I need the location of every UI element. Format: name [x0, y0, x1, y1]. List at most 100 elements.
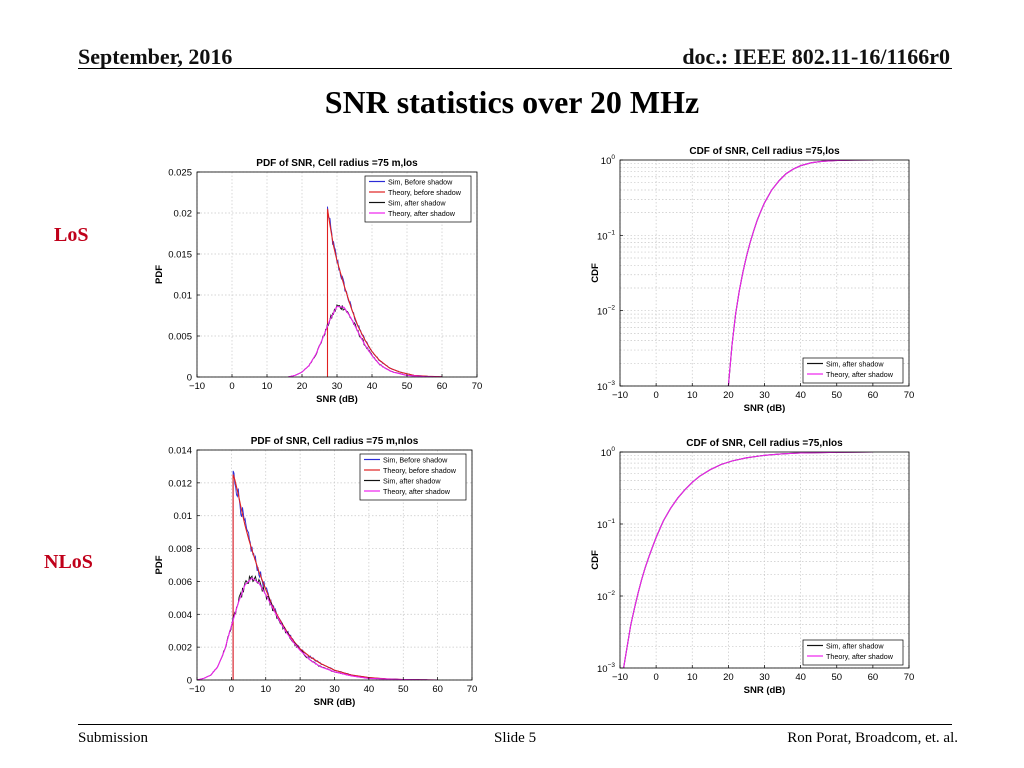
- footer-rule: [78, 724, 952, 725]
- y-tick-label: 0.014: [168, 446, 192, 457]
- legend-entry: Sim, Before shadow: [388, 178, 453, 187]
- x-tick-label: 20: [723, 672, 734, 683]
- x-tick-label: 0: [229, 684, 234, 695]
- x-tick-label: 40: [367, 381, 378, 392]
- x-tick-label: −10: [189, 684, 205, 695]
- y-tick-label: 100: [601, 154, 616, 167]
- series-group: [727, 160, 873, 386]
- grid-lines: [619, 452, 910, 669]
- x-tick-label: 70: [467, 684, 478, 695]
- x-tick-label: 20: [723, 390, 734, 401]
- x-tick-label: 20: [297, 381, 308, 392]
- y-tick-label: 0.02: [174, 209, 193, 220]
- y-tick-label: 0.01: [174, 291, 193, 302]
- y-axis-label: PDF: [154, 265, 165, 284]
- legend-box: [802, 357, 904, 384]
- x-tick-label: 60: [868, 672, 879, 683]
- y-axis-label: CDF: [590, 263, 601, 283]
- series-line-2: [623, 452, 873, 668]
- x-axis-label: SNR (dB): [314, 697, 356, 708]
- legend-entry: Sim, after shadow: [826, 642, 884, 651]
- footer-submission: Submission: [78, 730, 149, 746]
- legend-entry: Theory, before shadow: [383, 466, 457, 475]
- x-tick-label: 0: [229, 381, 234, 392]
- legend-entry: Theory, before shadow: [388, 188, 462, 197]
- header-rule: [78, 68, 952, 69]
- x-tick-label: 40: [795, 390, 806, 401]
- y-tick-label: 0.01: [174, 511, 193, 522]
- series-line-2: [232, 474, 438, 680]
- y-tick-label: 10−3: [597, 380, 615, 393]
- legend-entry: Sim, after shadow: [388, 199, 446, 208]
- y-tick-label: 0.005: [168, 332, 192, 343]
- y-tick-label: 0.012: [168, 478, 192, 489]
- series-line-2: [727, 160, 873, 386]
- legend-entry: Theory, after shadow: [826, 652, 894, 661]
- legend-entry: Sim, after shadow: [826, 360, 884, 369]
- cdf-los-chart: −10 0 10 20 30 40 50 60 70 10−3 10−2 10−1 100 CDF of …: [590, 146, 915, 414]
- x-axis-label: SNR (dB): [744, 685, 786, 696]
- footer-slide-number: Slide 5: [494, 730, 537, 746]
- x-tick-label: 40: [795, 672, 806, 683]
- legend-entry: Sim, after shadow: [383, 477, 441, 486]
- y-tick-label: 0: [187, 373, 192, 384]
- row-label-nlos: NLoS: [44, 551, 93, 573]
- x-tick-label: 70: [472, 381, 483, 392]
- x-tick-label: 10: [687, 390, 698, 401]
- x-tick-label: 0: [653, 672, 658, 683]
- x-tick-label: −10: [612, 672, 628, 683]
- x-tick-label: 10: [687, 672, 698, 683]
- legend-entry: Theory, after shadow: [383, 487, 451, 496]
- x-tick-label: 10: [260, 684, 271, 695]
- y-tick-label: 0.002: [168, 643, 192, 654]
- y-tick-label: 0: [187, 676, 192, 687]
- chart-title: CDF of SNR, Cell radius =75,nlos: [686, 438, 843, 449]
- y-tick-label: 0.025: [168, 168, 192, 179]
- x-tick-label: 50: [831, 672, 842, 683]
- series-group: [623, 452, 873, 668]
- x-tick-label: 70: [904, 672, 915, 683]
- x-tick-label: 50: [402, 381, 413, 392]
- x-axis-label: SNR (dB): [316, 394, 358, 405]
- y-tick-label: 0.008: [168, 544, 192, 555]
- chart-title: PDF of SNR, Cell radius =75 m,los: [256, 158, 418, 169]
- x-tick-label: 70: [904, 390, 915, 401]
- y-tick-label: 0.015: [168, 250, 192, 261]
- footer-author: Ron Porat, Broadcom, et. al.: [787, 730, 958, 746]
- legend-entry: Theory, after shadow: [826, 370, 894, 379]
- x-tick-label: 30: [329, 684, 340, 695]
- x-tick-label: −10: [612, 390, 628, 401]
- pdf-nlos-chart: −10 0 10 20 30 40 50 60 7000.0020.0040.0060.0080…: [154, 436, 478, 708]
- header-doc-id: doc.: IEEE 802.11-16/1166r0: [682, 44, 950, 69]
- y-tick-label: 100: [601, 446, 616, 459]
- x-tick-label: 60: [437, 381, 448, 392]
- x-axis-label: SNR (dB): [744, 403, 786, 414]
- header-date: September, 2016: [78, 44, 233, 69]
- y-tick-label: 10−2: [597, 590, 615, 603]
- series-line-4: [197, 577, 438, 680]
- y-tick-label: 0.006: [168, 577, 192, 588]
- x-tick-label: 30: [759, 390, 770, 401]
- legend-entry: Theory, after shadow: [388, 209, 456, 218]
- chart-title: CDF of SNR, Cell radius =75,los: [689, 146, 840, 157]
- legend-box: [359, 453, 467, 501]
- x-tick-label: 30: [332, 381, 343, 392]
- legend-box: [364, 175, 472, 223]
- slide-title: SNR statistics over 20 MHz: [324, 84, 700, 120]
- series-line-4: [287, 305, 443, 377]
- x-tick-label: 30: [759, 672, 770, 683]
- x-tick-label: 0: [653, 390, 658, 401]
- x-tick-label: 50: [398, 684, 409, 695]
- legend-entry: Sim, Before shadow: [383, 456, 448, 465]
- pdf-los-chart: −10 0 10 20 30 40 50 60 7000.0050.010.0150.020.0…: [154, 158, 483, 405]
- cdf-nlos-chart: −10 0 10 20 30 40 50 60 70 10−3 10−2 10−1 100 CDF of …: [590, 438, 915, 696]
- series-group: [287, 206, 443, 377]
- row-label-los: LoS: [54, 224, 89, 246]
- y-tick-label: 10−1: [597, 518, 615, 531]
- y-tick-label: 0.004: [168, 610, 192, 621]
- x-tick-label: 60: [432, 684, 443, 695]
- legend-box: [802, 639, 904, 666]
